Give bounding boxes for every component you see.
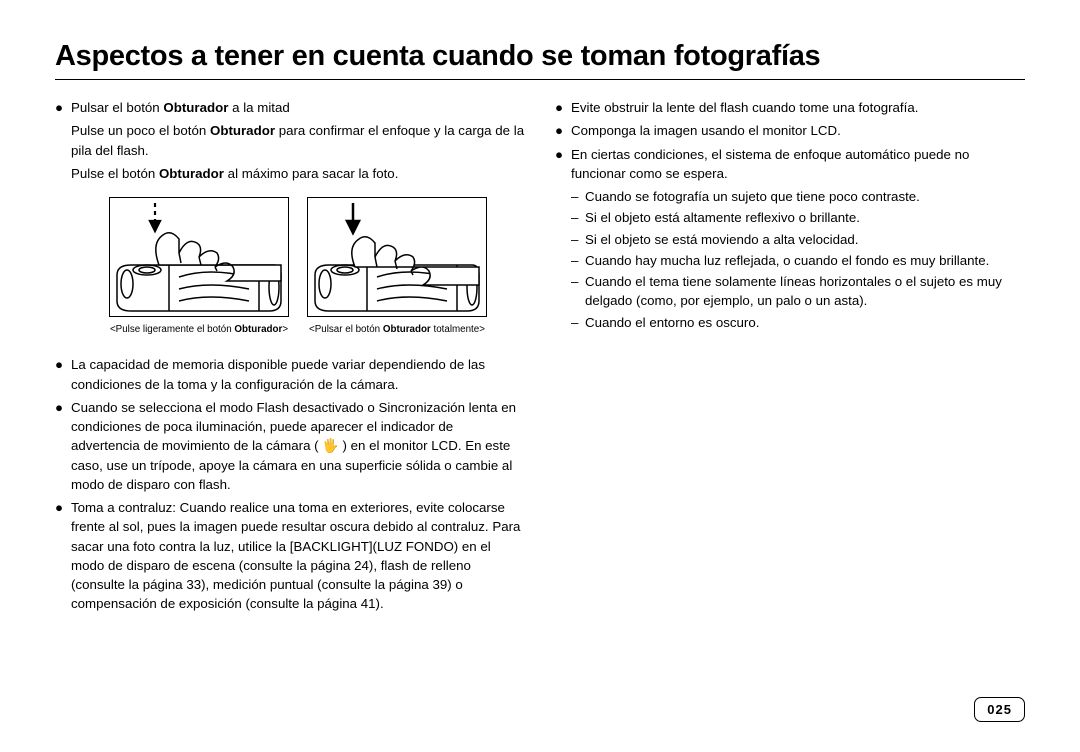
dash-icon: – [571, 251, 585, 270]
page-number: 025 [974, 697, 1025, 722]
right-column: ● Evite obstruir la lente del flash cuan… [555, 98, 1025, 618]
sub-text: Si el objeto se está moviendo a alta vel… [585, 230, 859, 249]
bullet-shutter-half: ● Pulsar el botón Obturador a la mitad [55, 98, 525, 117]
sub-text: Si el objeto está altamente reflexivo o … [585, 208, 860, 227]
bullet-text: Componga la imagen usando el monitor LCD… [571, 121, 1025, 140]
caption-full-press: <Pulsar el botón Obturador totalmente> [307, 323, 487, 337]
dash-icon: – [571, 230, 585, 249]
sub-dark-env: – Cuando el entorno es oscuro. [555, 313, 1025, 332]
sub-horizontal-lines: – Cuando el tema tiene solamente líneas … [555, 272, 1025, 311]
sub-text: Cuando hay mucha luz reflejada, o cuando… [585, 251, 989, 270]
camera-full-press-icon [307, 197, 487, 317]
two-column-layout: ● Pulsar el botón Obturador a la mitad P… [55, 98, 1025, 618]
caption-row: <Pulse ligeramente el botón Obturador> <… [55, 323, 525, 337]
bullet-text: La capacidad de memoria disponible puede… [71, 355, 525, 394]
bullet-text: Pulsar el botón Obturador a la mitad [71, 98, 525, 117]
bullet-text: Evite obstruir la lente del flash cuando… [571, 98, 1025, 117]
figure-row [55, 197, 525, 317]
bullet-dot-icon: ● [55, 398, 71, 494]
bullet-compose-lcd: ● Componga la imagen usando el monitor L… [555, 121, 1025, 140]
sub-reflective: – Si el objeto está altamente reflexivo … [555, 208, 1025, 227]
bullet-dot-icon: ● [55, 355, 71, 394]
bullet-text: En ciertas condiciones, el sistema de en… [571, 145, 1025, 184]
bullet-dot-icon: ● [555, 98, 571, 117]
left-column: ● Pulsar el botón Obturador a la mitad P… [55, 98, 525, 618]
line-full-press: Pulse el botón Obturador al máximo para … [55, 164, 525, 183]
bullet-dot-icon: ● [555, 145, 571, 184]
bullet-backlight: ● Toma a contraluz: Cuando realice una t… [55, 498, 525, 614]
sub-text: Cuando el tema tiene solamente líneas ho… [585, 272, 1025, 311]
bullet-text: Toma a contraluz: Cuando realice una tom… [71, 498, 525, 614]
page-title: Aspectos a tener en cuenta cuando se tom… [55, 40, 1025, 80]
dash-icon: – [571, 313, 585, 332]
camera-half-press-icon [109, 197, 289, 317]
figure-half-press [109, 197, 289, 317]
caption-half-press: <Pulse ligeramente el botón Obturador> [109, 323, 289, 337]
sub-text: Cuando se fotografía un sujeto que tiene… [585, 187, 920, 206]
line-confirm-focus: Pulse un poco el botón Obturador para co… [55, 121, 525, 160]
sub-bright-bg: – Cuando hay mucha luz reflejada, o cuan… [555, 251, 1025, 270]
figure-full-press [307, 197, 487, 317]
dash-icon: – [571, 187, 585, 206]
bullet-text: Cuando se selecciona el modo Flash desac… [71, 398, 525, 494]
bullet-flash-off: ● Cuando se selecciona el modo Flash des… [55, 398, 525, 494]
dash-icon: – [571, 208, 585, 227]
bullet-dot-icon: ● [55, 98, 71, 117]
bullet-dot-icon: ● [55, 498, 71, 614]
bullet-avoid-obstruct: ● Evite obstruir la lente del flash cuan… [555, 98, 1025, 117]
sub-text: Cuando el entorno es oscuro. [585, 313, 759, 332]
bullet-dot-icon: ● [555, 121, 571, 140]
sub-low-contrast: – Cuando se fotografía un sujeto que tie… [555, 187, 1025, 206]
dash-icon: – [571, 272, 585, 311]
bullet-memory: ● La capacidad de memoria disponible pue… [55, 355, 525, 394]
sub-fast-moving: – Si el objeto se está moviendo a alta v… [555, 230, 1025, 249]
bullet-autofocus-fail: ● En ciertas condiciones, el sistema de … [555, 145, 1025, 184]
